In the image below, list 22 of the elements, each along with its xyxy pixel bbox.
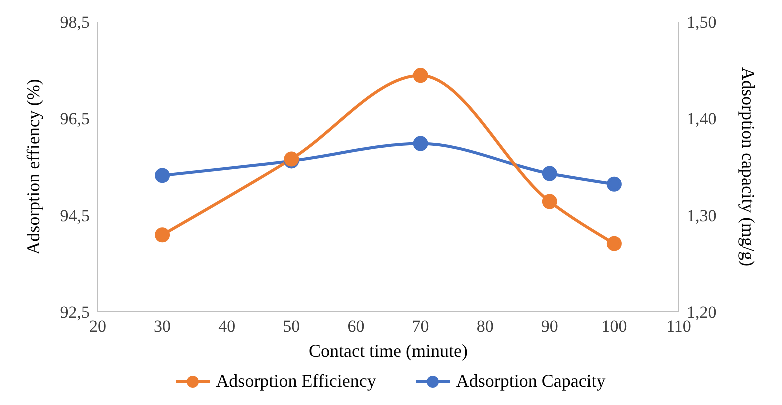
y-tick-label: 92,5 [60, 303, 90, 322]
y-tick-label: 94,5 [60, 206, 90, 226]
y2-tick-label: 1,30 [687, 206, 717, 226]
x-tick-label: 100 [602, 317, 628, 336]
x-tick-label: 40 [218, 317, 236, 336]
x-tick-label: 50 [283, 317, 300, 336]
legend-label: Adsorption Capacity [456, 371, 606, 392]
y2-tick-label: 1,50 [687, 13, 717, 32]
x-tick-label: 110 [666, 317, 692, 336]
x-axis-title: Contact time (minute) [309, 341, 468, 361]
x-tick-label: 20 [90, 317, 106, 336]
x-tick-label: 60 [348, 317, 365, 336]
y-axis-title: Adsorption effiency (%) [23, 79, 44, 255]
x-tick-label: 70 [412, 317, 430, 336]
legend-label: Adsorption Efficiency [216, 371, 376, 392]
y-tick-label: 98,5 [60, 13, 90, 32]
y2-axis-title: Adsorption capacity (mg/g) [738, 68, 759, 266]
x-tick-label: 30 [154, 317, 172, 336]
x-tick-label: 90 [541, 317, 558, 336]
x-tick-label: 80 [476, 317, 494, 336]
y2-tick-label: 1,40 [687, 110, 717, 129]
y-tick-label: 96,5 [60, 110, 90, 129]
